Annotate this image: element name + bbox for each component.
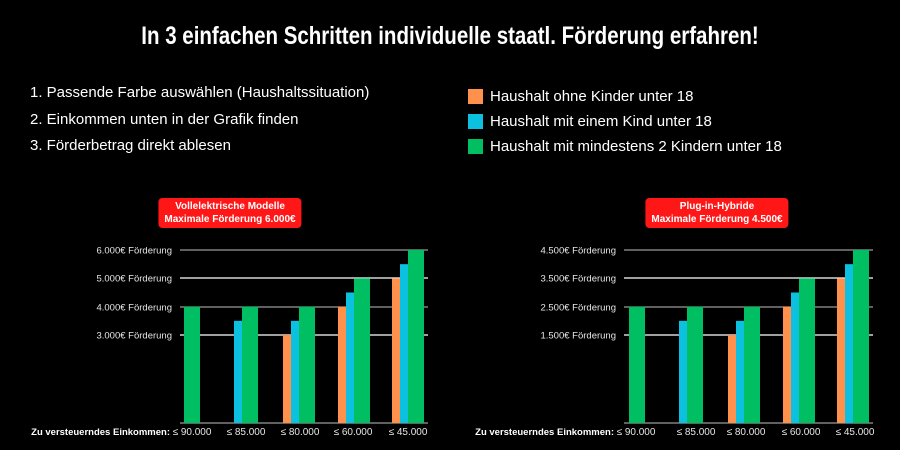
chart-title-line: Maximale Förderung 6.000€ [164, 214, 296, 225]
step-item: 1. Passende Farbe auswählen (Haushaltssi… [30, 84, 370, 101]
legend-item-two-children: Haushalt mit mindestens 2 Kindern unter … [468, 134, 782, 159]
chart-title-line: Vollelektrische Modelle [175, 201, 285, 212]
y-tick-label: 1.500€ Förderung [540, 331, 616, 342]
bar [242, 306, 258, 423]
x-tick-label: ≤ 80.000 [727, 427, 766, 438]
chart-title-line: Plug-in-Hybride [679, 201, 755, 212]
legend-label: Haushalt ohne Kinder unter 18 [490, 88, 694, 105]
bar [629, 306, 645, 423]
legend-item-no-children: Haushalt ohne Kinder unter 18 [468, 84, 782, 109]
legend-item-one-child: Haushalt mit einem Kind unter 18 [468, 109, 782, 134]
x-axis-label: Zu versteuerndes Einkommen: [475, 427, 614, 438]
legend-swatch [468, 89, 483, 104]
x-tick-label: ≤ 90.000 [173, 427, 212, 438]
step-item: 2. Einkommen unten in der Grafik finden [30, 110, 299, 128]
bar [184, 306, 200, 423]
chart-title-bev: Vollelektrische Modelle Maximale Förderu… [158, 198, 302, 228]
legend-swatch [468, 139, 483, 154]
x-axis-label: Zu versteuerndes Einkommen: [31, 427, 170, 438]
bar [299, 306, 315, 423]
x-tick-label: ≤ 45.000 [389, 427, 428, 438]
bar [853, 250, 869, 423]
legend: Haushalt ohne Kinder unter 18 Haushalt m… [468, 84, 782, 159]
y-tick-label: 3.000€ Förderung [96, 331, 172, 342]
chart-title-phev: Plug-in-Hybride Maximale Förderung 4.500… [645, 198, 789, 228]
chart-title-line: Maximale Förderung 4.500€ [651, 214, 783, 225]
x-tick-label: ≤ 90.000 [617, 427, 656, 438]
x-tick-label: ≤ 45.000 [836, 427, 875, 438]
y-tick-label: 4.000€ Förderung [96, 303, 172, 314]
bar [408, 250, 424, 423]
legend-label: Haushalt mit mindestens 2 Kindern unter … [490, 138, 782, 155]
x-tick-label: ≤ 85.000 [677, 427, 716, 438]
page-title: In 3 einfachen Schritten individuelle st… [141, 22, 759, 50]
bar [687, 306, 703, 423]
step-item: 3. Förderbetrag direkt ablesen [30, 137, 231, 154]
y-tick-label: 4.500€ Förderung [540, 246, 616, 257]
y-tick-label: 6.000€ Förderung [96, 246, 172, 257]
y-tick-label: 5.000€ Förderung [96, 274, 172, 285]
bar [799, 278, 815, 423]
legend-label: Haushalt mit einem Kind unter 18 [490, 113, 712, 130]
bar [744, 306, 760, 423]
y-tick-label: 3.500€ Förderung [540, 274, 616, 285]
bar [354, 278, 370, 423]
x-tick-label: ≤ 60.000 [334, 427, 373, 438]
y-tick-label: 2.500€ Förderung [540, 303, 616, 314]
x-tick-label: ≤ 60.000 [782, 427, 821, 438]
legend-swatch [468, 114, 483, 129]
x-tick-label: ≤ 80.000 [281, 427, 320, 438]
x-tick-label: ≤ 85.000 [227, 427, 266, 438]
instructions-list: 1. Passende Farbe auswählen (Haushaltssi… [30, 84, 369, 164]
